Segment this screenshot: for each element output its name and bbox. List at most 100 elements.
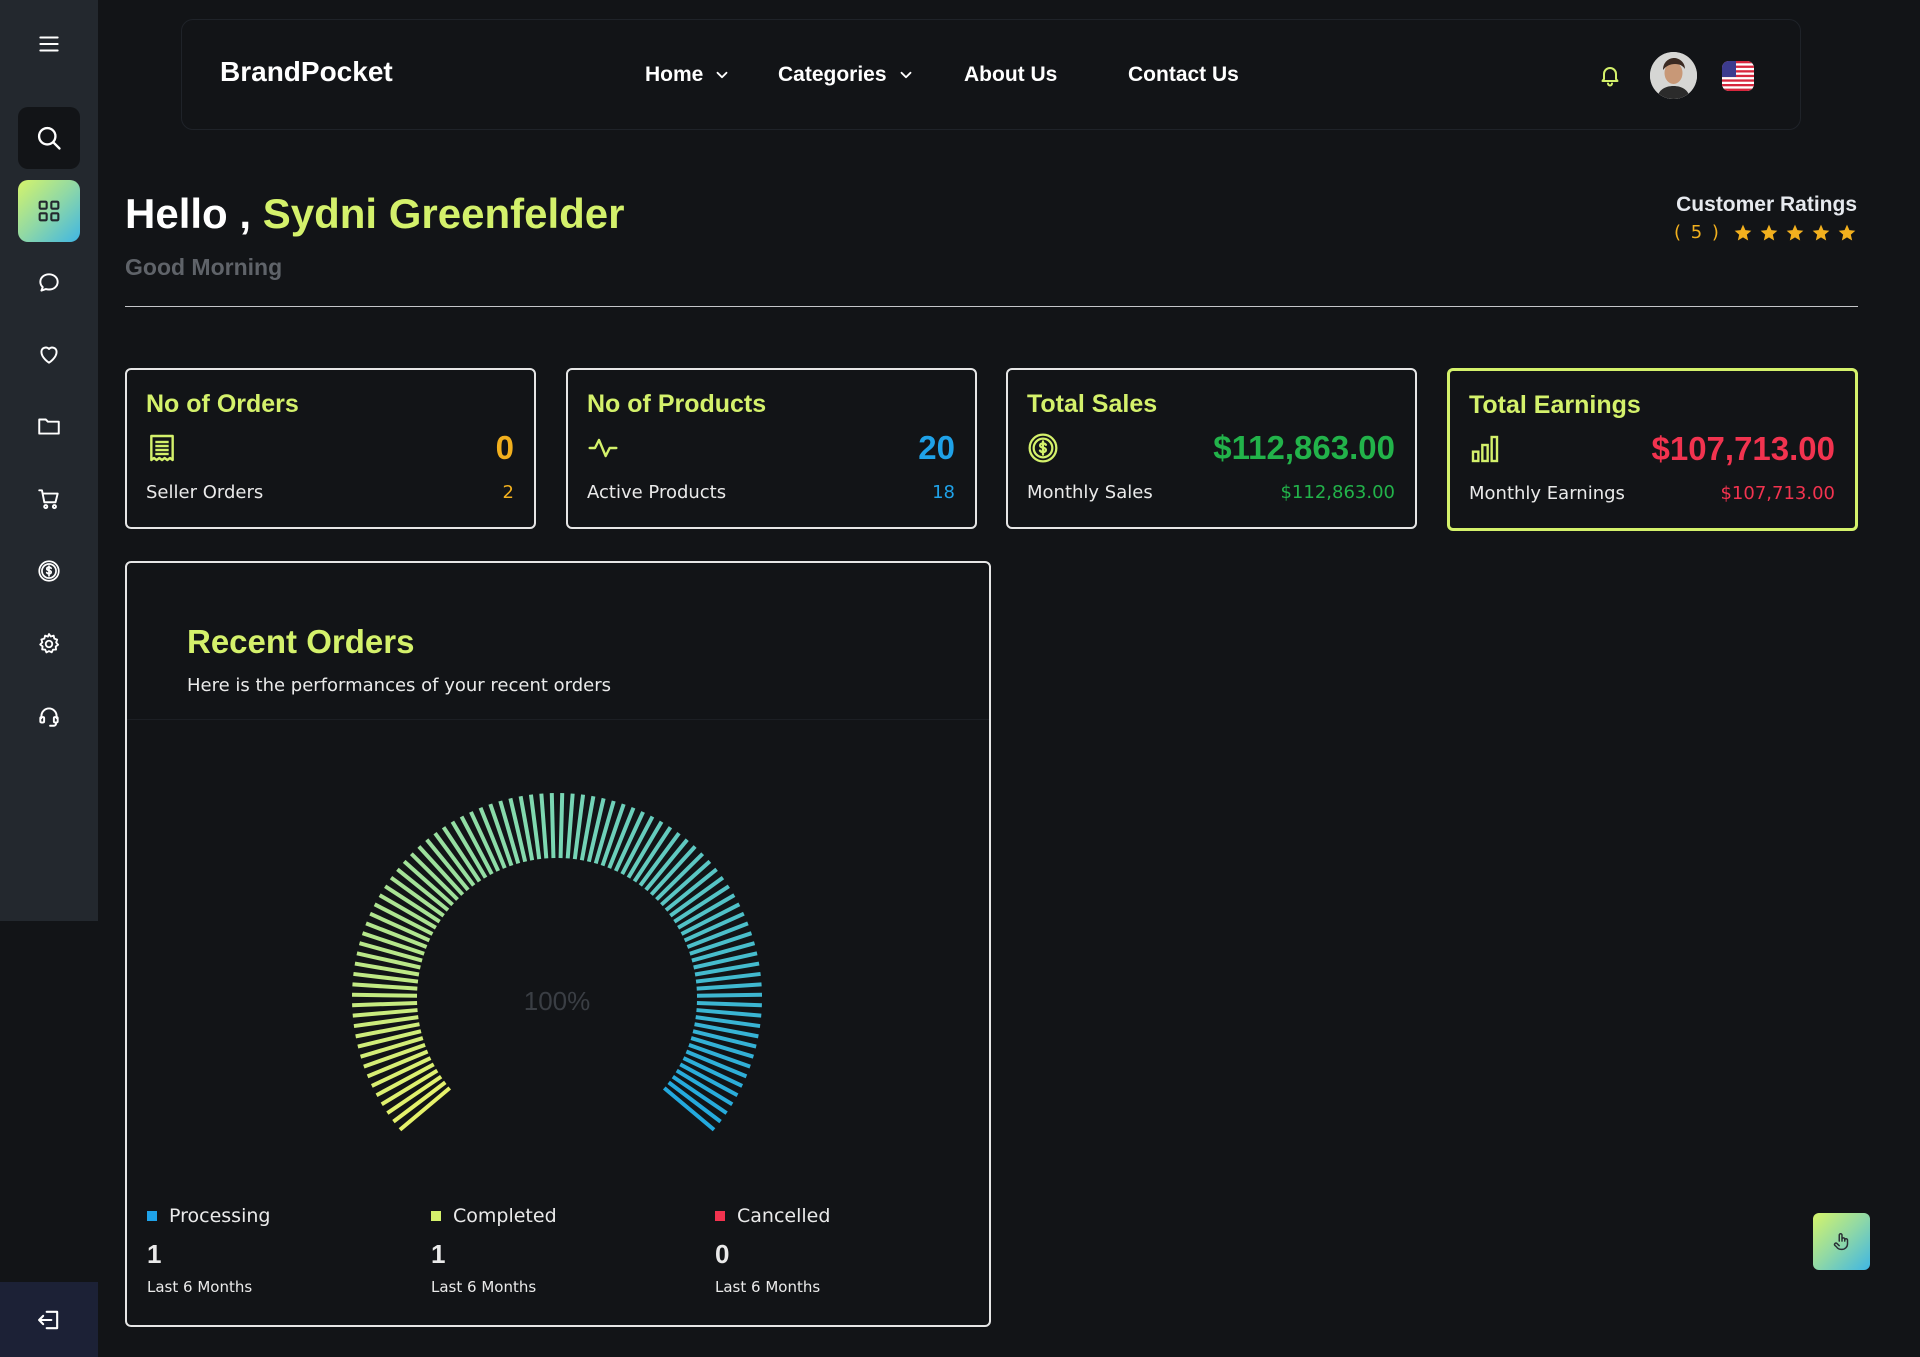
gauge-tick — [402, 859, 454, 907]
gauge-tick — [356, 951, 421, 970]
floating-action-button[interactable] — [1813, 1213, 1870, 1270]
sidebar-item-payments[interactable] — [18, 540, 80, 602]
gauge-tick — [586, 797, 606, 863]
star-icon — [1734, 224, 1752, 240]
legend-swatch — [715, 1211, 725, 1221]
gauge-tick — [366, 1049, 429, 1079]
sidebar-item-cart[interactable] — [18, 468, 80, 530]
gauge-tick — [660, 859, 712, 907]
nav-home[interactable]: Home — [645, 63, 731, 87]
gauge-tick — [638, 832, 681, 887]
card-sales-title: Total Sales — [1027, 390, 1158, 418]
gauge-tick — [441, 826, 482, 883]
nav-contact[interactable]: Contact Us — [1128, 63, 1239, 87]
gauge-tick — [632, 826, 673, 883]
gauge-tick — [671, 1074, 728, 1115]
dollar-coin-icon — [1028, 433, 1058, 463]
gauge-tick — [558, 793, 565, 859]
greeting-title: Hello , Sydni Greenfelder — [125, 190, 624, 238]
recent-orders-title: Recent Orders — [187, 623, 415, 660]
search-icon — [37, 126, 61, 150]
card-sales: Total Sales $112,863.00 Monthly Sales $1… — [1006, 368, 1417, 529]
gauge-tick — [695, 1015, 761, 1029]
gauge-tick — [459, 815, 494, 876]
gauge-tick — [409, 852, 459, 901]
nav-categories[interactable]: Categories — [778, 63, 915, 87]
greeting-user-name: Sydni Greenfelder — [262, 190, 625, 237]
gauge-tick — [675, 1068, 734, 1107]
gauge-tick — [417, 845, 465, 896]
bar-chart-icon — [1471, 435, 1499, 463]
legend-label: Processing — [169, 1205, 271, 1227]
gauge-tick — [689, 931, 753, 956]
orders-gauge: 100% — [351, 793, 763, 1132]
logout-button[interactable] — [0, 1282, 98, 1357]
gauge-label: 100% — [524, 986, 591, 1016]
gauge-tick — [686, 921, 749, 949]
legend-completed: Completed 1 Last 6 Months — [431, 1205, 691, 1296]
gauge-tick — [644, 838, 689, 892]
legend-label: Completed — [453, 1205, 557, 1227]
gauge-tick — [363, 1042, 426, 1069]
gauge-tick — [673, 884, 730, 924]
card-orders: No of Orders 0 Seller Orders 2 — [125, 368, 536, 529]
notifications-button[interactable] — [1598, 62, 1622, 92]
gauge-tick — [378, 893, 437, 930]
sidebar-item-settings[interactable] — [18, 613, 80, 675]
gauge-tick — [690, 1036, 754, 1059]
gauge-tick — [691, 941, 756, 963]
gauge-tick — [450, 820, 488, 879]
card-earnings-value: $107,713.00 — [1651, 430, 1835, 467]
customer-ratings: ( 5 ) — [1674, 222, 1857, 243]
legend-value: 0 — [715, 1239, 730, 1269]
legend-processing: Processing 1 Last 6 Months — [147, 1205, 407, 1296]
user-photo-icon — [1650, 52, 1697, 99]
gauge-tick — [679, 1062, 739, 1097]
nav-home-label: Home — [645, 63, 704, 86]
gauge-tick — [375, 1062, 435, 1097]
card-products-sub-label: Active Products — [587, 482, 727, 503]
sidebar-item-support[interactable] — [18, 685, 80, 747]
gauge-tick — [488, 803, 514, 867]
gauge-tick — [360, 1036, 424, 1059]
sidebar-item-messages[interactable] — [18, 252, 80, 314]
gauge-tick — [662, 1086, 716, 1132]
gauge-tick — [353, 971, 419, 984]
sidebar-item-search[interactable] — [18, 107, 80, 169]
gauge-tick — [692, 1029, 757, 1049]
sidebar-item-wishlist[interactable] — [18, 323, 80, 385]
gauge-tick — [478, 807, 507, 869]
nav-categories-label: Categories — [778, 63, 887, 86]
gauge-tick — [354, 961, 420, 977]
star-icon — [1838, 224, 1856, 240]
sidebar-item-dashboard[interactable] — [18, 180, 80, 242]
sidebar — [0, 0, 98, 921]
nav-contact-label: Contact Us — [1128, 63, 1239, 86]
gauge-tick — [508, 797, 528, 863]
recent-orders-header: Recent Orders Here is the performances o… — [127, 563, 989, 720]
card-products-title: No of Products — [587, 390, 767, 418]
gauge-tick — [600, 803, 626, 867]
avatar[interactable] — [1650, 52, 1697, 99]
gauge-tick — [607, 807, 636, 869]
gear-icon — [39, 633, 60, 654]
star-icon — [1812, 224, 1830, 240]
recent-orders-panel: Recent Orders Here is the performances o… — [125, 561, 991, 1327]
legend-label: Cancelled — [737, 1205, 831, 1227]
sidebar-item-files[interactable] — [18, 395, 80, 457]
card-earnings-title: Total Earnings — [1469, 391, 1641, 419]
nav-about[interactable]: About Us — [964, 63, 1057, 87]
gauge-tick — [539, 793, 549, 859]
gauge-tick — [373, 902, 434, 936]
ratings-count: ( 5 ) — [1674, 222, 1721, 243]
brand-logo[interactable]: BrandPocket — [220, 56, 393, 87]
legend-note: Last 6 Months — [147, 1278, 253, 1296]
language-selector[interactable] — [1722, 61, 1754, 91]
gauge-tick — [389, 876, 445, 918]
divider — [125, 306, 1858, 307]
gauge-tick — [593, 800, 616, 865]
card-products-value: 20 — [918, 429, 955, 466]
chevron-down-icon — [716, 71, 728, 79]
gauge-tick — [384, 884, 441, 924]
menu-button[interactable] — [18, 13, 80, 75]
